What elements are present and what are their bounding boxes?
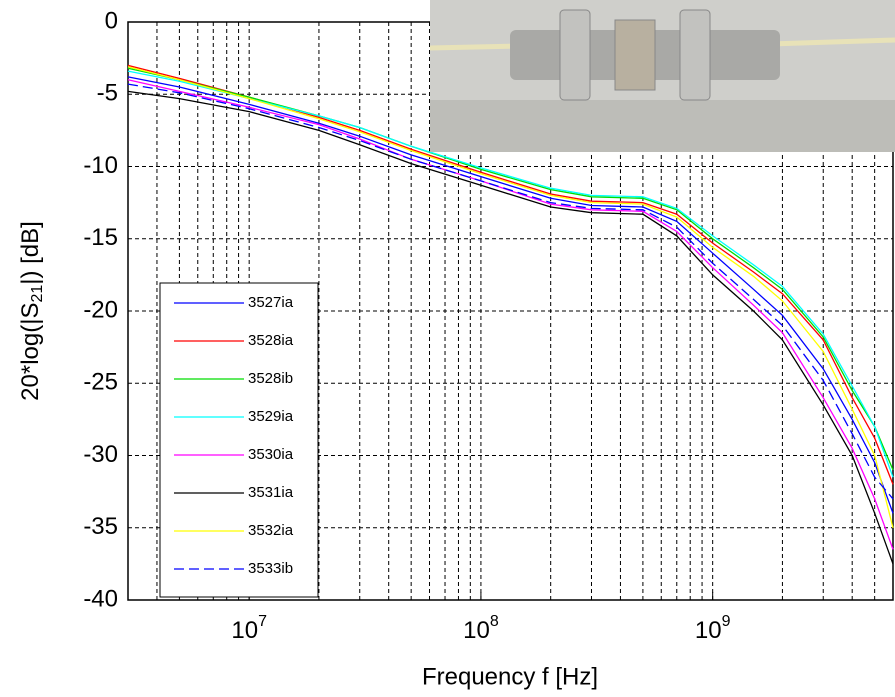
y-tick-label: -25 xyxy=(83,369,118,396)
y-tick-label: -5 xyxy=(97,80,118,107)
y-tick-label: -20 xyxy=(83,296,118,323)
x-tick-base: 10 xyxy=(463,617,490,644)
series-line xyxy=(127,79,894,550)
photo-center xyxy=(614,19,656,91)
x-tick-exponent: 9 xyxy=(722,613,731,630)
x-axis-label: Frequency f [Hz] xyxy=(422,663,598,690)
series-line xyxy=(127,76,894,514)
series-line xyxy=(127,83,894,500)
series-line xyxy=(127,70,894,478)
x-tick-exponent: 7 xyxy=(258,613,267,630)
legend-label: 3532ia xyxy=(248,522,294,539)
photo-cable xyxy=(769,37,895,47)
inset-photo xyxy=(429,0,895,152)
legend-label: 3531ia xyxy=(248,484,294,501)
series-line xyxy=(127,64,894,485)
photo-flange xyxy=(679,9,711,101)
x-tick-label: 108 xyxy=(463,613,499,644)
x-tick-base: 10 xyxy=(695,617,722,644)
photo-table xyxy=(430,100,895,152)
plot-area: 107 108 1090-5-10-15-20-25-30-35-403527ia3… xyxy=(83,7,894,644)
y-tick-label: -10 xyxy=(83,152,118,179)
legend-label: 3527ia xyxy=(248,294,294,311)
x-tick-label: 107 xyxy=(231,613,267,644)
legend-label: 3530ia xyxy=(248,446,294,463)
y-tick-label: -15 xyxy=(83,224,118,251)
y-label-end: |) [dB] xyxy=(17,221,44,285)
y-label-main: 20*log(|S xyxy=(17,303,44,401)
y-tick-label: -35 xyxy=(83,513,118,540)
x-tick-label: 109 xyxy=(695,613,731,644)
x-tick-base: 10 xyxy=(231,617,258,644)
y-axis-label: 20*log(|S21|) [dB] xyxy=(17,221,46,401)
y-tick-label: -30 xyxy=(83,441,118,468)
series-line xyxy=(127,66,894,528)
y-label-sub: 21 xyxy=(29,285,46,303)
legend-label: 3533ib xyxy=(248,560,293,577)
series-line xyxy=(127,90,894,565)
legend-label: 3528ib xyxy=(248,370,293,387)
y-tick-label: 0 xyxy=(105,7,118,34)
legend-label: 3529ia xyxy=(248,408,294,425)
legend-label: 3528ia xyxy=(248,332,294,349)
y-tick-label: -40 xyxy=(83,585,118,612)
legend-box xyxy=(159,282,319,598)
photo-cable xyxy=(429,43,521,51)
x-tick-exponent: 8 xyxy=(490,613,499,630)
photo-flange xyxy=(559,9,591,101)
